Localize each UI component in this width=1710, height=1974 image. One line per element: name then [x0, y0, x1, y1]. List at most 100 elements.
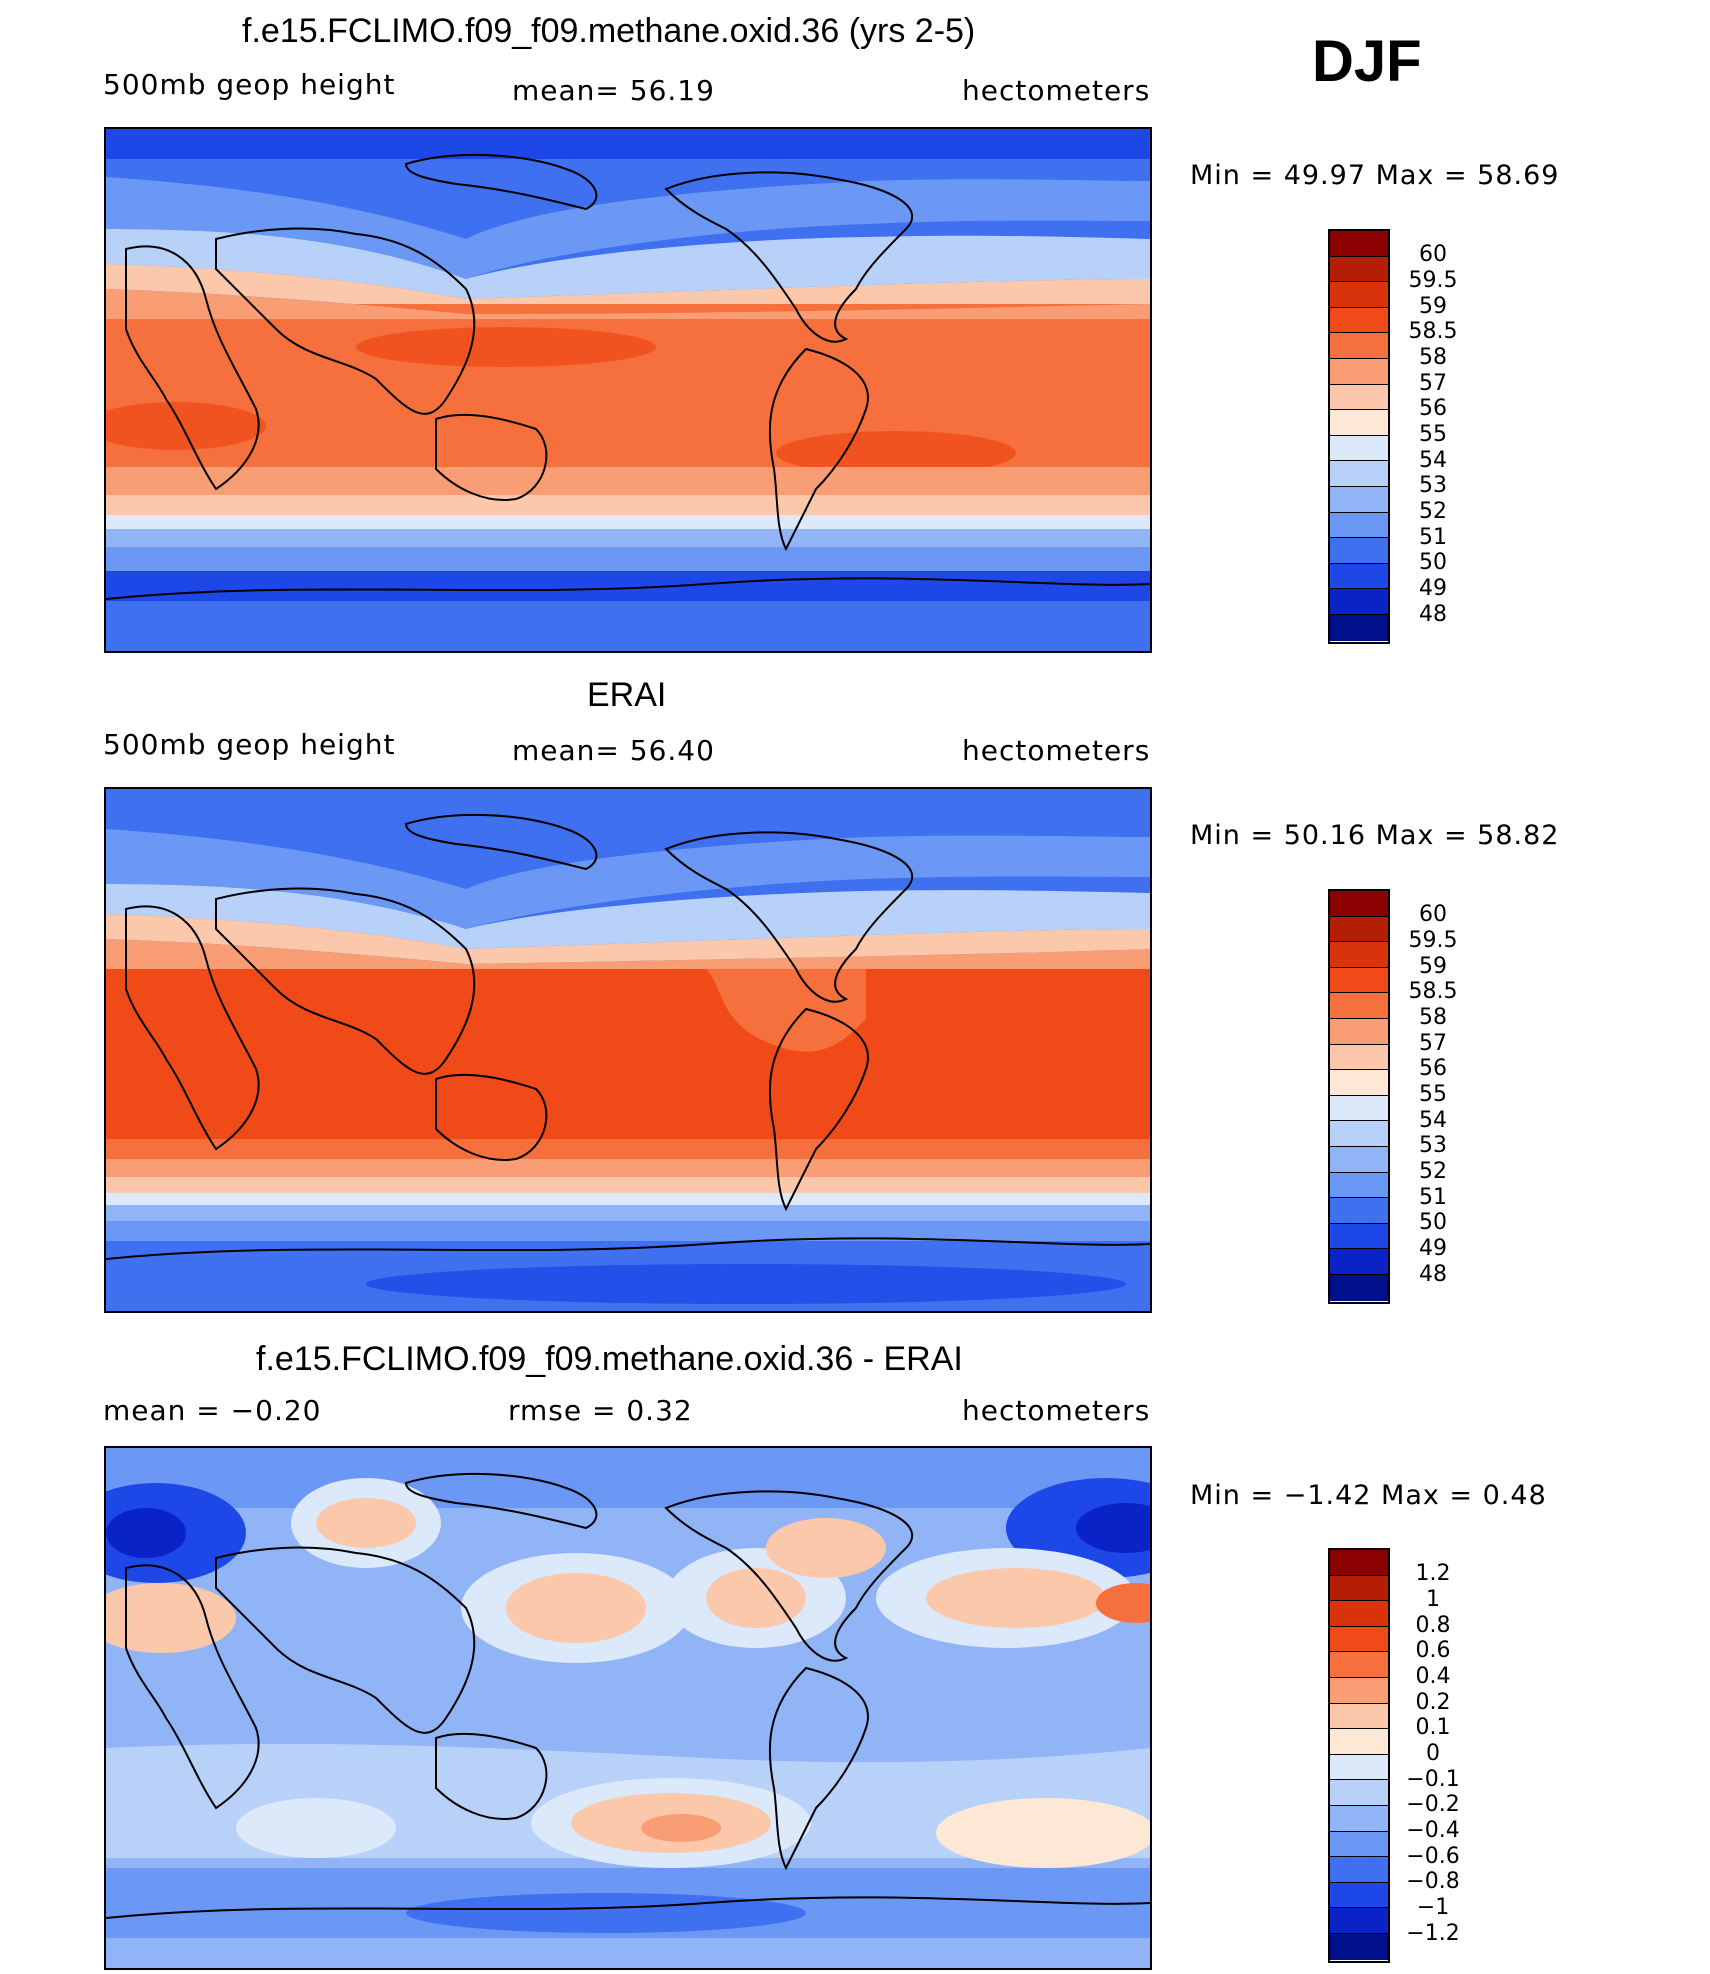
- colorbar-tick-label: 51: [1419, 1185, 1447, 1210]
- colorbar-tick-label: −0.2: [1406, 1792, 1460, 1817]
- panel1-map-svg: [106, 129, 1150, 651]
- colorbar-tick-label: 58: [1419, 345, 1447, 370]
- colorbar-tick-label: 0.8: [1415, 1613, 1451, 1638]
- panel3-colorbar-swatch: [1330, 1729, 1388, 1755]
- panel2-mean-label: mean= 56.40: [512, 734, 715, 767]
- panel2-colorbar-swatch: [1330, 891, 1388, 917]
- colorbar-tick-label: 52: [1419, 499, 1447, 524]
- panel1-colorbar-swatch: [1330, 435, 1388, 462]
- panel1-colorbar-swatch: [1330, 358, 1388, 385]
- panel1-colorbar-swatch: [1330, 563, 1388, 590]
- panel1-colorbar-swatch: [1330, 231, 1388, 257]
- panel2-tropical-band: [106, 969, 1150, 1139]
- colorbar-tick-label: 0.2: [1415, 1690, 1451, 1715]
- colorbar-tick-label: −1: [1416, 1895, 1450, 1920]
- panel1-colorbar: [1328, 229, 1390, 644]
- colorbar-tick-label: −0.4: [1406, 1818, 1460, 1843]
- panel3-units-label: hectometers: [962, 1394, 1151, 1427]
- colorbar-tick-label: 0.6: [1415, 1638, 1451, 1663]
- panel3-anom-1: [316, 1498, 416, 1548]
- colorbar-tick-label: 53: [1419, 1133, 1447, 1158]
- panel2-colorbar-labels: 60 59.5 59 58.5 58 57 56 55 54 53 52 51 …: [1398, 889, 1468, 1304]
- panel1-high-1: [356, 327, 656, 367]
- panel2-colorbar-swatch: [1330, 1223, 1388, 1250]
- panel1-polar-band: [106, 129, 1150, 159]
- panel3-colorbar-swatch: [1330, 1550, 1388, 1576]
- panel2-colorbar-swatch: [1330, 1198, 1388, 1224]
- panel3-colorbar-swatch: [1330, 1601, 1388, 1627]
- panel3-low-east-core: [1076, 1503, 1150, 1553]
- panel2-colorbar-swatch: [1330, 1018, 1388, 1045]
- colorbar-tick-label: 60: [1419, 242, 1447, 267]
- colorbar-tick-label: 50: [1419, 550, 1447, 575]
- panel3-colorbar-swatch: [1330, 1857, 1388, 1883]
- panel3-map: [104, 1446, 1152, 1970]
- colorbar-tick-label: 48: [1419, 602, 1447, 627]
- season-label: DJF: [1312, 29, 1422, 94]
- panel1-colorbar-swatch: [1330, 589, 1388, 615]
- panel2-colorbar-swatch: [1330, 942, 1388, 968]
- colorbar-tick-label: 59.5: [1408, 928, 1458, 953]
- panel1-band-51s: [106, 571, 1150, 601]
- panel1-colorbar-swatch: [1330, 410, 1388, 436]
- colorbar-tick-label: 58.5: [1408, 979, 1458, 1004]
- panel1-colorbar-swatch: [1330, 384, 1388, 411]
- panel3-minmax-label: Min = −1.42 Max = 0.48: [1190, 1480, 1547, 1511]
- colorbar-tick-label: 59: [1419, 954, 1447, 979]
- panel1-colorbar-swatch: [1330, 256, 1388, 283]
- colorbar-tick-label: 49: [1419, 576, 1447, 601]
- colorbar-tick-label: 54: [1419, 448, 1447, 473]
- panel2-map-svg: [106, 789, 1150, 1311]
- panel3-anom-4: [926, 1568, 1106, 1628]
- panel3-anom-2: [506, 1573, 646, 1643]
- panel2-colorbar-swatch: [1330, 1095, 1388, 1122]
- colorbar-tick-label: 0.4: [1415, 1664, 1451, 1689]
- panel2-band-57: [106, 914, 1150, 964]
- panel3-colorbar-labels: 1.2 1 0.8 0.6 0.4 0.2 0.1 0 −0.1 −0.2 −0…: [1398, 1548, 1468, 1963]
- panel1-title: f.e15.FCLIMO.f09_f09.methane.oxid.36 (yr…: [242, 12, 976, 50]
- colorbar-tick-label: 49: [1419, 1236, 1447, 1261]
- panel1-band-57s: [106, 495, 1150, 515]
- colorbar-tick-label: 57: [1419, 1031, 1447, 1056]
- panel2-band-58s: [106, 1139, 1150, 1159]
- panel3-colorbar-swatch: [1330, 1908, 1388, 1934]
- panel2-band-55: [106, 884, 1150, 949]
- panel3-colorbar-swatch: [1330, 1703, 1388, 1730]
- colorbar-tick-label: 51: [1419, 525, 1447, 550]
- colorbar-tick-label: 59: [1419, 294, 1447, 319]
- panel2-coastlines: [106, 813, 1150, 1260]
- panel1-map: [104, 127, 1152, 653]
- panel2-band-55s: [106, 1193, 1150, 1205]
- panel3-anom-4-core: [1096, 1583, 1150, 1623]
- panel2-title: ERAI: [587, 676, 667, 714]
- panel2-colorbar-swatch: [1330, 967, 1388, 994]
- panel3-colorbar-swatch: [1330, 1831, 1388, 1858]
- colorbar-tick-label: 59.5: [1408, 268, 1458, 293]
- colorbar-tick-label: 58.5: [1408, 319, 1458, 344]
- panel3-anom-6-core: [641, 1814, 721, 1842]
- panel2-pacific-tongue: [706, 969, 866, 1052]
- panel3-title: f.e15.FCLIMO.f09_f09.methane.oxid.36 - E…: [256, 1340, 963, 1378]
- colorbar-tick-label: −0.8: [1406, 1869, 1460, 1894]
- colorbar-tick-label: 56: [1419, 1056, 1447, 1081]
- panel1-colorbar-swatch: [1330, 614, 1388, 641]
- panel2-colorbar-swatch: [1330, 1274, 1388, 1301]
- colorbar-tick-label: 60: [1419, 902, 1447, 927]
- panel1-colorbar-swatch: [1330, 333, 1388, 359]
- panel2-colorbar-swatch: [1330, 916, 1388, 943]
- panel3-rmse-label: rmse = 0.32: [508, 1394, 693, 1427]
- panel3-colorbar: [1328, 1548, 1390, 1963]
- colorbar-tick-label: 1: [1426, 1587, 1440, 1612]
- colorbar-tick-label: 0.1: [1415, 1715, 1451, 1740]
- panel3-colorbar-swatch: [1330, 1754, 1388, 1781]
- panel1-colorbar-swatch: [1330, 538, 1388, 564]
- panel2-colorbar-swatch: [1330, 1070, 1388, 1096]
- panel2-band-53s: [106, 1221, 1150, 1241]
- panel1-band-53s: [106, 547, 1150, 571]
- panel2-colorbar-swatch: [1330, 1044, 1388, 1071]
- panel2-colorbar-swatch: [1330, 1146, 1388, 1173]
- colorbar-tick-label: 1.2: [1415, 1561, 1451, 1586]
- panel3-south-low: [406, 1893, 806, 1933]
- panel3-colorbar-swatch: [1330, 1882, 1388, 1909]
- colorbar-tick-label: 52: [1419, 1159, 1447, 1184]
